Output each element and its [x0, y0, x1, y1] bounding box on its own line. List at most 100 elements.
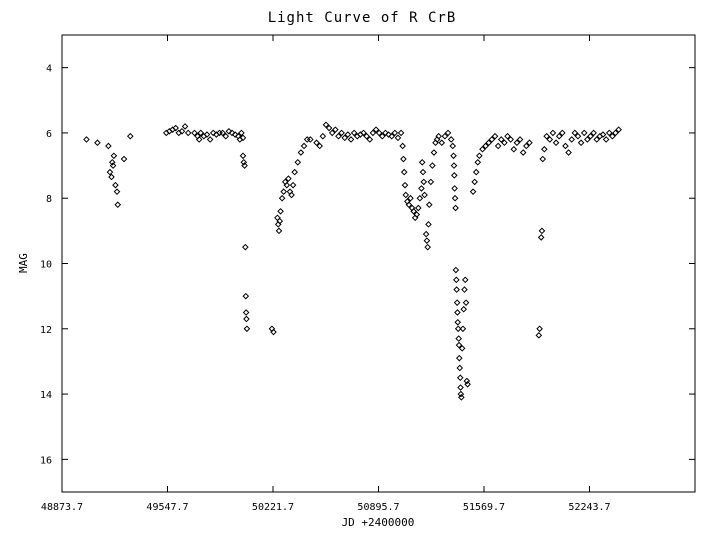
- data-point: [418, 159, 426, 166]
- data-points: [83, 121, 622, 401]
- data-point: [549, 129, 557, 137]
- data-point: [242, 292, 250, 300]
- y-tick-label: 8: [46, 194, 52, 205]
- data-point: [375, 129, 383, 137]
- data-point: [463, 377, 471, 385]
- data-point: [559, 129, 566, 137]
- data-point: [541, 145, 548, 153]
- y-tick-label: 10: [40, 260, 52, 271]
- data-point: [239, 134, 247, 142]
- data-point: [400, 155, 407, 163]
- data-point: [191, 129, 198, 137]
- data-point: [219, 129, 226, 137]
- data-point: [447, 136, 455, 143]
- data-point: [278, 194, 286, 202]
- data-point: [178, 127, 186, 135]
- data-point: [494, 142, 502, 150]
- data-point: [400, 168, 408, 176]
- data-point: [418, 185, 425, 192]
- data-point: [454, 309, 461, 316]
- data-point: [602, 136, 610, 143]
- data-point: [451, 185, 458, 192]
- data-point: [458, 345, 466, 352]
- y-tick-label: 6: [46, 129, 52, 140]
- data-point: [568, 136, 576, 143]
- data-point: [388, 132, 396, 140]
- data-point: [546, 136, 554, 143]
- data-point: [462, 299, 470, 306]
- data-point: [285, 175, 292, 182]
- data-point: [455, 341, 463, 349]
- data-point: [450, 172, 458, 179]
- data-point: [423, 237, 431, 244]
- data-point: [242, 309, 250, 316]
- x-tick-label: 48873.7: [41, 502, 83, 513]
- data-point: [209, 129, 217, 137]
- data-point: [410, 207, 417, 215]
- data-point: [472, 168, 480, 176]
- data-point: [425, 201, 433, 209]
- data-point: [450, 152, 457, 160]
- data-point: [241, 162, 248, 169]
- data-point: [513, 139, 521, 147]
- data-point: [114, 201, 122, 209]
- data-point: [552, 139, 560, 147]
- data-point: [294, 159, 302, 166]
- data-point: [378, 132, 386, 140]
- data-point: [590, 129, 597, 137]
- data-point: [457, 390, 465, 398]
- data-point: [369, 129, 377, 137]
- data-point: [106, 168, 114, 176]
- data-point: [593, 136, 601, 143]
- data-point: [394, 134, 402, 142]
- data-point: [441, 132, 449, 140]
- data-point: [571, 129, 579, 137]
- data-point: [344, 131, 352, 138]
- x-tick-label: 52243.7: [568, 502, 610, 513]
- data-point: [538, 227, 546, 235]
- data-point: [239, 152, 247, 160]
- data-point: [456, 374, 464, 382]
- y-axis-title: MAG: [17, 253, 30, 273]
- data-point: [172, 124, 179, 132]
- data-point: [609, 132, 616, 140]
- data-point: [459, 325, 467, 333]
- data-point: [397, 129, 405, 137]
- data-point: [449, 142, 457, 150]
- data-point: [407, 194, 414, 202]
- data-point: [316, 142, 323, 150]
- data-point: [275, 227, 283, 235]
- chart-title: Light Curve of R CrB: [268, 10, 457, 26]
- data-point: [539, 155, 547, 163]
- x-axis-title: JD +2400000: [342, 516, 415, 529]
- x-tick-label: 50221.7: [252, 502, 294, 513]
- data-point: [288, 191, 295, 199]
- data-point: [543, 132, 550, 140]
- data-point: [399, 142, 406, 150]
- data-point: [347, 136, 355, 143]
- data-point: [126, 132, 134, 140]
- data-point: [565, 149, 572, 156]
- data-point: [280, 188, 287, 195]
- data-point: [476, 152, 483, 160]
- data-point: [504, 132, 511, 140]
- data-point: [313, 139, 320, 147]
- data-point: [444, 129, 452, 137]
- data-point: [453, 276, 460, 284]
- data-point: [419, 168, 427, 176]
- data-point: [450, 162, 458, 169]
- data-point: [574, 132, 582, 140]
- data-point: [277, 207, 284, 215]
- data-point: [491, 132, 499, 140]
- data-point: [615, 126, 622, 133]
- data-point: [108, 173, 115, 181]
- data-point: [584, 136, 591, 143]
- data-point: [523, 142, 530, 150]
- data-point: [612, 129, 619, 137]
- data-point: [453, 299, 461, 306]
- data-point: [456, 354, 463, 362]
- data-point: [497, 136, 505, 143]
- data-point: [385, 131, 392, 138]
- data-point: [335, 132, 342, 140]
- data-point: [94, 139, 101, 147]
